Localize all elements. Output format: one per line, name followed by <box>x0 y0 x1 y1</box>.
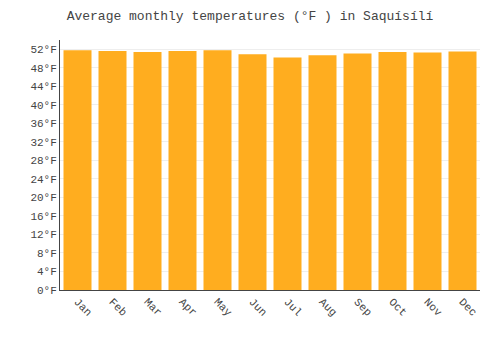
svg-text:Dec: Dec <box>456 296 478 318</box>
svg-text:52°F: 52°F <box>30 44 56 56</box>
svg-text:0°F: 0°F <box>37 285 57 297</box>
svg-text:44°F: 44°F <box>30 81 56 93</box>
svg-text:16°F: 16°F <box>30 211 56 223</box>
svg-text:28°F: 28°F <box>30 155 56 167</box>
svg-text:48°F: 48°F <box>30 63 56 75</box>
svg-text:8°F: 8°F <box>37 248 57 260</box>
svg-text:32°F: 32°F <box>30 137 56 149</box>
svg-text:Jun: Jun <box>246 296 268 318</box>
svg-text:Apr: Apr <box>176 296 198 318</box>
svg-text:40°F: 40°F <box>30 100 56 112</box>
svg-text:4°F: 4°F <box>37 266 57 278</box>
svg-text:Sep: Sep <box>351 296 373 318</box>
svg-text:12°F: 12°F <box>30 229 56 241</box>
svg-text:20°F: 20°F <box>30 192 56 204</box>
svg-text:Mar: Mar <box>141 296 163 318</box>
svg-text:Jan: Jan <box>71 296 93 318</box>
svg-text:Nov: Nov <box>421 296 444 319</box>
svg-text:May: May <box>211 296 234 319</box>
svg-text:24°F: 24°F <box>30 174 56 186</box>
svg-text:36°F: 36°F <box>30 118 56 130</box>
svg-text:Oct: Oct <box>386 296 408 318</box>
svg-text:Jul: Jul <box>281 296 303 318</box>
svg-text:Average monthly temperatures (: Average monthly temperatures (°F ) in Sa… <box>67 9 434 24</box>
svg-text:Feb: Feb <box>106 296 128 318</box>
svg-text:Aug: Aug <box>316 296 338 318</box>
